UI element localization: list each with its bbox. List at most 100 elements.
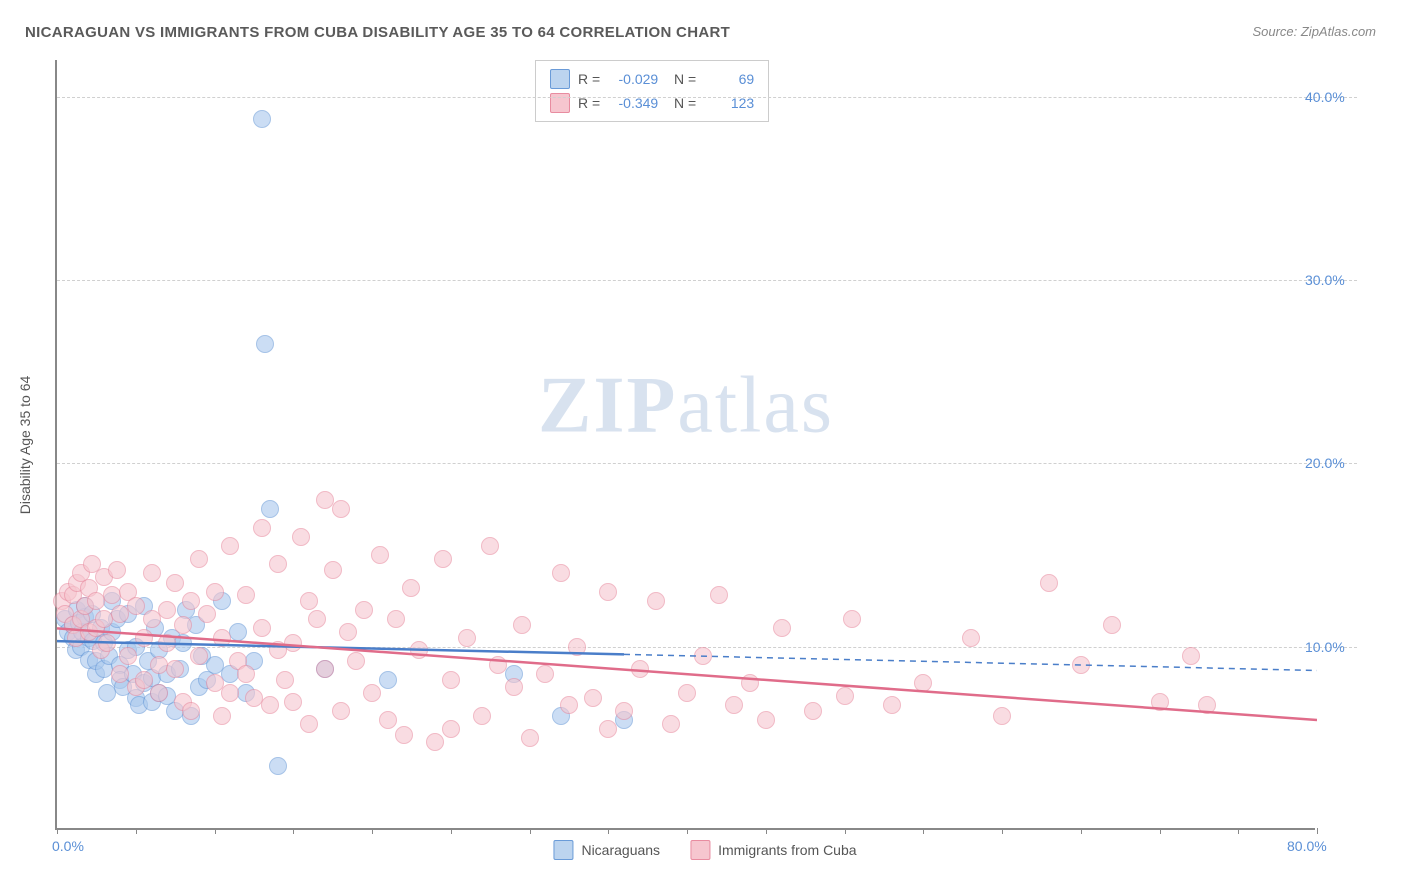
scatter-point: [127, 597, 145, 615]
scatter-point: [843, 610, 861, 628]
scatter-point: [402, 579, 420, 597]
scatter-point: [276, 671, 294, 689]
plot-region: ZIPatlas R = -0.029 N = 69 R = -0.349 N …: [55, 60, 1315, 830]
scatter-point: [174, 616, 192, 634]
scatter-point: [662, 715, 680, 733]
scatter-point: [552, 564, 570, 582]
scatter-point: [111, 665, 129, 683]
scatter-point: [560, 696, 578, 714]
scatter-point: [513, 616, 531, 634]
scatter-point: [631, 660, 649, 678]
r-value-1: -0.029: [608, 71, 658, 87]
scatter-point: [174, 634, 192, 652]
scatter-point: [1198, 696, 1216, 714]
scatter-point: [505, 678, 523, 696]
scatter-point: [237, 665, 255, 683]
x-tick-label: 0.0%: [52, 838, 84, 854]
scatter-point: [678, 684, 696, 702]
scatter-point: [119, 647, 137, 665]
scatter-point: [804, 702, 822, 720]
scatter-point: [481, 537, 499, 555]
scatter-point: [143, 564, 161, 582]
r-label: R =: [578, 71, 600, 87]
scatter-point: [221, 684, 239, 702]
scatter-point: [150, 684, 168, 702]
scatter-point: [108, 561, 126, 579]
scatter-point: [135, 671, 153, 689]
scatter-point: [206, 583, 224, 601]
scatter-point: [284, 693, 302, 711]
scatter-point: [229, 623, 247, 641]
scatter-point: [347, 652, 365, 670]
scatter-point: [269, 757, 287, 775]
x-tick: [923, 828, 924, 834]
scatter-point: [741, 674, 759, 692]
scatter-point: [269, 555, 287, 573]
scatter-point: [284, 634, 302, 652]
scatter-point: [1072, 656, 1090, 674]
swatch-blue-icon: [550, 69, 570, 89]
x-tick: [293, 828, 294, 834]
scatter-point: [332, 702, 350, 720]
scatter-point: [993, 707, 1011, 725]
scatter-point: [316, 660, 334, 678]
swatch-pink-icon: [690, 840, 710, 860]
scatter-point: [135, 629, 153, 647]
x-tick-label: 80.0%: [1287, 838, 1327, 854]
chart-title: NICARAGUAN VS IMMIGRANTS FROM CUBA DISAB…: [25, 24, 730, 41]
scatter-point: [261, 696, 279, 714]
scatter-point: [158, 601, 176, 619]
scatter-point: [568, 638, 586, 656]
scatter-point: [442, 720, 460, 738]
scatter-point: [261, 500, 279, 518]
scatter-point: [371, 546, 389, 564]
scatter-point: [458, 629, 476, 647]
x-tick: [1002, 828, 1003, 834]
n-value-1: 69: [704, 71, 754, 87]
scatter-point: [308, 610, 326, 628]
stats-legend-box: R = -0.029 N = 69 R = -0.349 N = 123: [535, 60, 769, 122]
y-tick-label: 40.0%: [1305, 89, 1360, 105]
legend-item-1: Nicaraguans: [553, 840, 660, 860]
x-tick: [766, 828, 767, 834]
stats-row-1: R = -0.029 N = 69: [550, 67, 754, 91]
scatter-point: [647, 592, 665, 610]
chart-container: NICARAGUAN VS IMMIGRANTS FROM CUBA DISAB…: [0, 0, 1406, 892]
scatter-point: [694, 647, 712, 665]
scatter-point: [725, 696, 743, 714]
scatter-point: [166, 574, 184, 592]
scatter-point: [198, 605, 216, 623]
scatter-point: [883, 696, 901, 714]
scatter-point: [182, 592, 200, 610]
scatter-point: [387, 610, 405, 628]
scatter-point: [253, 619, 271, 637]
stats-row-2: R = -0.349 N = 123: [550, 91, 754, 115]
scatter-point: [300, 592, 318, 610]
scatter-point: [182, 702, 200, 720]
x-tick: [451, 828, 452, 834]
scatter-point: [757, 711, 775, 729]
watermark: ZIPatlas: [538, 360, 834, 451]
regression-overlay: [57, 60, 1317, 830]
scatter-point: [213, 707, 231, 725]
scatter-point: [332, 500, 350, 518]
scatter-point: [221, 537, 239, 555]
scatter-point: [836, 687, 854, 705]
scatter-point: [434, 550, 452, 568]
x-tick: [608, 828, 609, 834]
y-tick-label: 20.0%: [1305, 455, 1360, 471]
x-tick: [530, 828, 531, 834]
source-attribution: Source: ZipAtlas.com: [1252, 24, 1376, 39]
scatter-point: [426, 733, 444, 751]
scatter-point: [363, 684, 381, 702]
scatter-point: [253, 110, 271, 128]
y-tick-label: 10.0%: [1305, 639, 1360, 655]
legend-label-1: Nicaraguans: [581, 842, 660, 858]
y-axis-label: Disability Age 35 to 64: [17, 376, 33, 515]
scatter-point: [1040, 574, 1058, 592]
n-label: N =: [666, 71, 696, 87]
scatter-point: [962, 629, 980, 647]
x-tick: [136, 828, 137, 834]
x-tick: [372, 828, 373, 834]
scatter-point: [599, 720, 617, 738]
